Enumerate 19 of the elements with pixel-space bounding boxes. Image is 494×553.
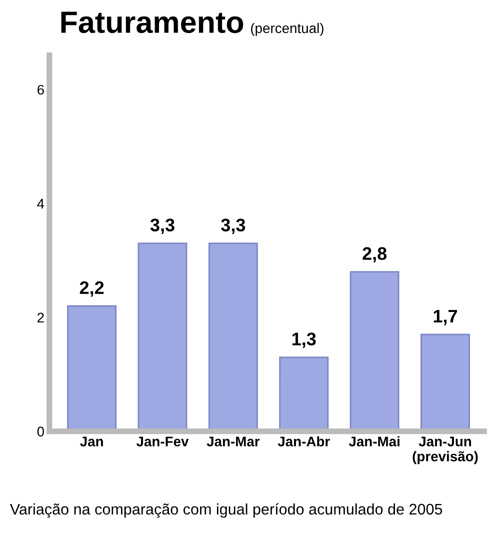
text: Variação na comparação com igual período acumulado de 2005 xyxy=(10,503,442,518)
data-label: 1,3 xyxy=(292,332,316,348)
data-label: 2,2 xyxy=(80,281,104,297)
data-label: 3,3 xyxy=(150,218,174,234)
x-tick-label: Jan-Fev xyxy=(136,436,189,446)
x-tick-label: Jan-Jun (previsão) xyxy=(412,436,478,464)
x-tick-label: Jan-Abr xyxy=(278,436,330,446)
x-tick-label: Jan-Mar xyxy=(206,436,260,446)
y-tick-label: 4 xyxy=(37,198,44,208)
data-label: 3,3 xyxy=(221,218,246,234)
data-label: 2,8 xyxy=(362,247,387,263)
y-tick-label: 6 xyxy=(38,84,44,95)
data-label: 1,7 xyxy=(434,310,457,326)
chart-subtitle: (percentual) xyxy=(251,22,324,36)
y-tick-label: 2 xyxy=(38,312,44,322)
chart-title: Faturamento xyxy=(61,12,244,34)
x-tick-label: Jan xyxy=(80,436,103,446)
x-tick-label: Jan-Mai xyxy=(348,436,400,446)
y-tick-label: 0 xyxy=(37,426,44,437)
